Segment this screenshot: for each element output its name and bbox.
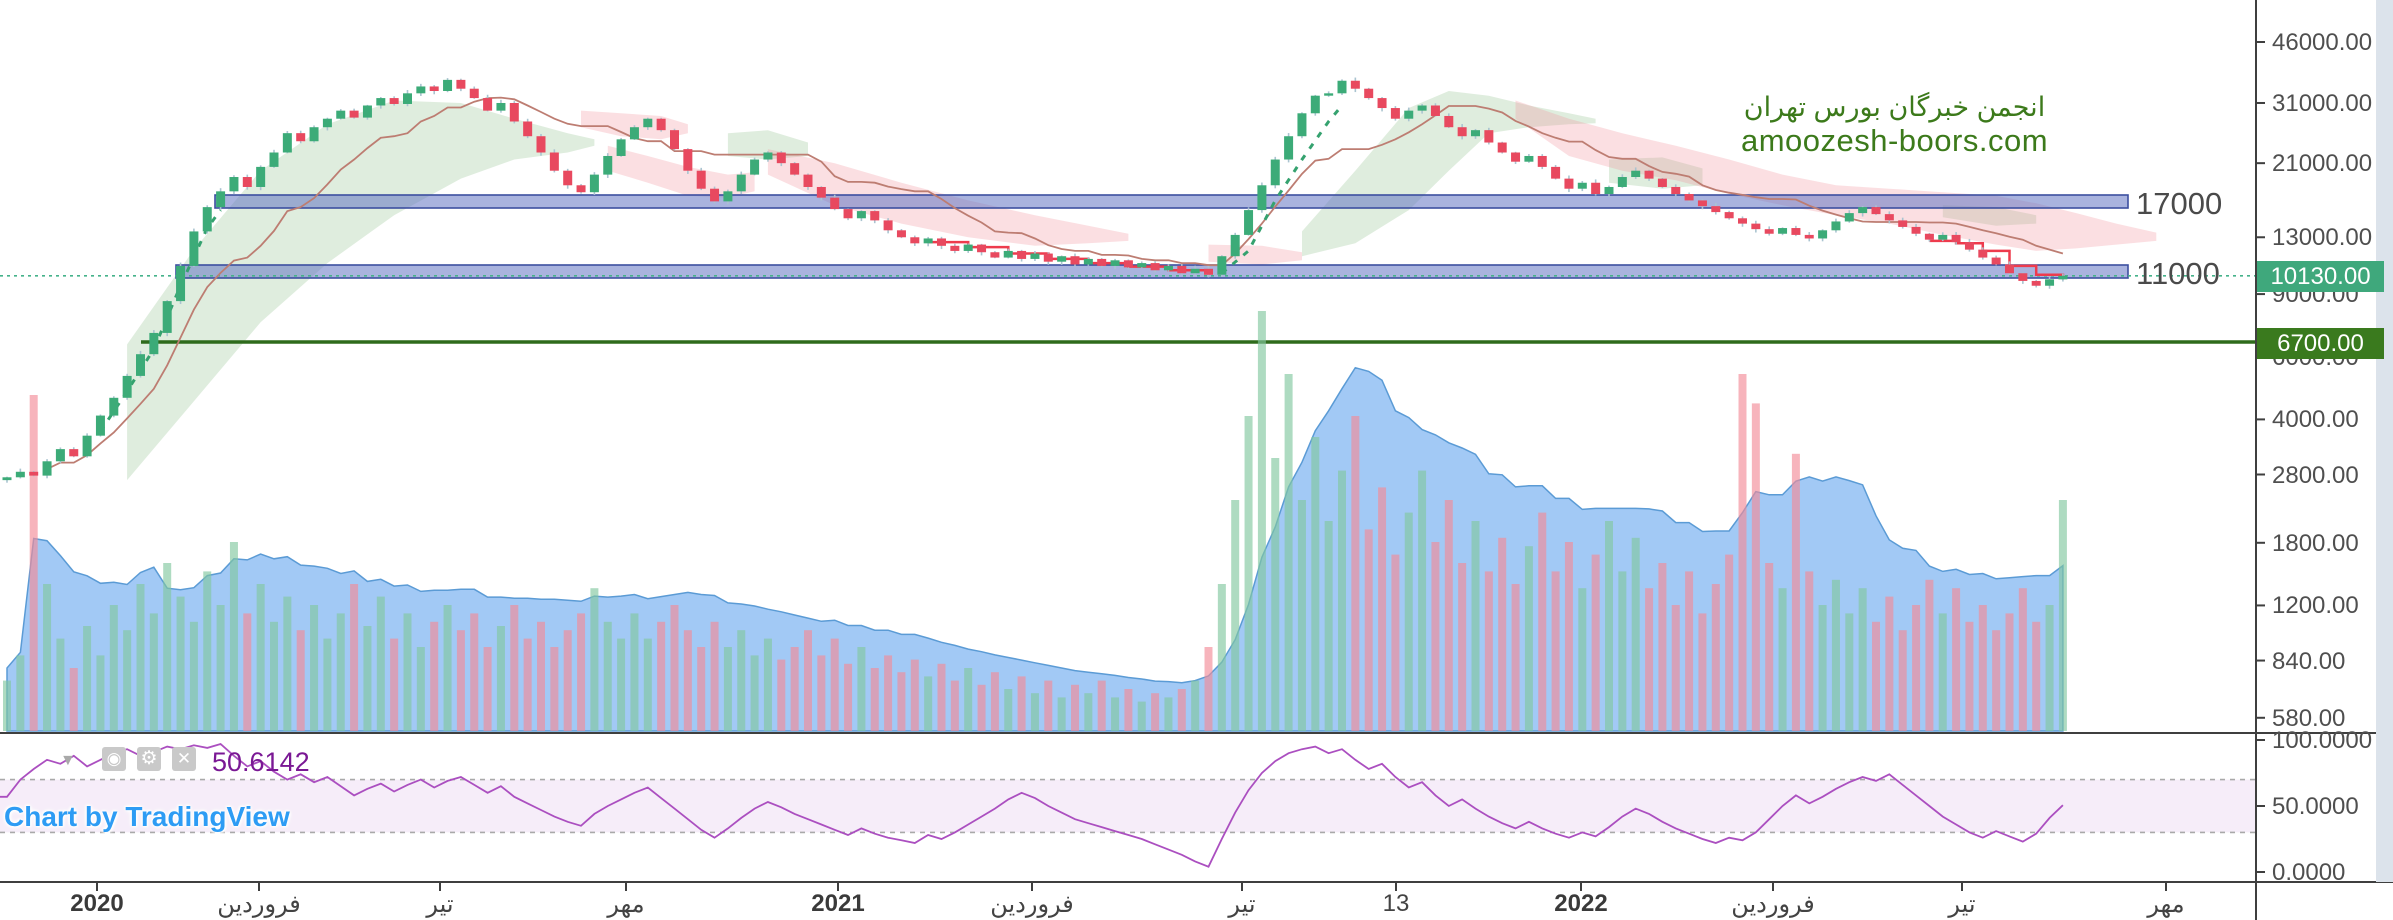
visibility-icon[interactable]: ◉	[102, 747, 126, 771]
time-tick-label: تیر	[1948, 891, 1976, 918]
price-tick-label: 46000.00	[2272, 29, 2373, 56]
time-tick-label: 13	[1382, 890, 1410, 917]
price-tick-label: 1800.00	[2272, 529, 2359, 557]
price-tick-label: 580.00	[2272, 704, 2346, 732]
time-tick-label: تیر	[1228, 891, 1256, 918]
price-tick-label: 13000.00	[2272, 224, 2373, 252]
support-level-label: 11000	[2136, 256, 2220, 291]
time-tick-label: فروردین	[990, 891, 1074, 918]
gear-icon[interactable]: ⚙	[137, 747, 161, 771]
chevron-down-icon: ▼	[60, 752, 76, 769]
rsi-value: 50.6142	[212, 747, 310, 777]
tradingview-attribution[interactable]: Chart by TradingView	[4, 801, 290, 832]
time-tick-label: فروردین	[1731, 891, 1815, 918]
rsi-tick-label: 100.0000	[2272, 727, 2373, 754]
time-tick-label: فروردین	[217, 891, 301, 918]
time-tick-label: تیر	[426, 891, 454, 918]
current-price-tag: 10130.00	[2257, 261, 2384, 292]
price-tick-label: 31000.00	[2272, 89, 2373, 117]
right-edge-strip	[2376, 0, 2393, 882]
price-tick-label: 2800.00	[2272, 461, 2359, 489]
watermark-line-url: amoozesh-boors.com	[1740, 123, 2049, 158]
time-tick-label: 2022	[1554, 890, 1608, 917]
price-tick-label: 4000.00	[2272, 406, 2359, 434]
rsi-tick-label: 0.0000	[2272, 859, 2346, 886]
price-tick-label: 1200.00	[2272, 592, 2359, 620]
price-tick-label: 840.00	[2272, 647, 2346, 675]
time-tick-label: مهر	[2147, 891, 2185, 918]
resistance-level-label: 17000	[2136, 186, 2223, 221]
time-tick-label: مهر	[607, 891, 645, 918]
close-icon[interactable]: ✕	[172, 747, 196, 771]
watermark-line-fa: انجمن خبرگان بورس تهران	[1743, 92, 2046, 122]
watermark: انجمن خبرگان بورس تهران amoozesh-boors.c…	[1722, 92, 2067, 159]
time-tick-label: 2021	[811, 890, 865, 917]
level-price-tag: 6700.00	[2257, 328, 2384, 359]
rsi-tick-label: 50.0000	[2272, 793, 2359, 820]
price-tick-label: 21000.00	[2272, 150, 2373, 178]
time-tick-label: 2020	[70, 890, 124, 917]
